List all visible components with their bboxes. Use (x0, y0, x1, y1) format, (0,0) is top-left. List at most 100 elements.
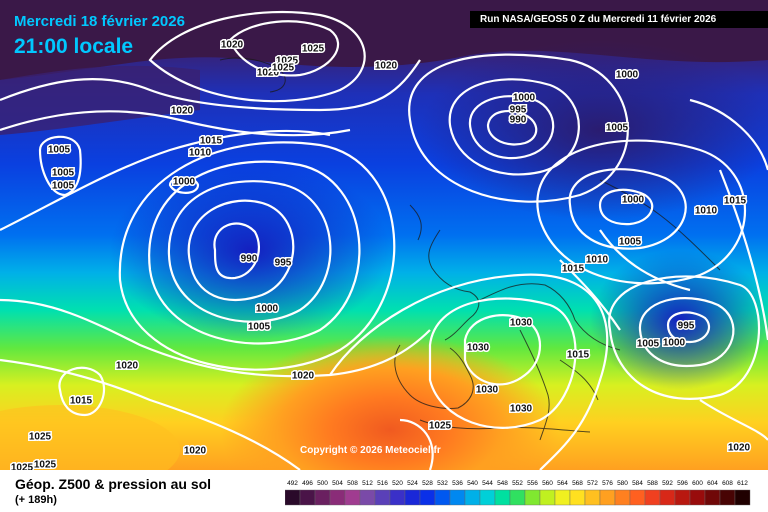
legend-tick-label: 584 (632, 480, 643, 487)
legend-swatch (689, 489, 706, 506)
isobar-label: 1025 (276, 56, 299, 67)
isobar-label: 1025 (11, 463, 34, 470)
legend-swatch (734, 489, 751, 506)
legend-tick-label: 516 (377, 480, 388, 487)
legend-tick-label: 528 (422, 480, 433, 487)
isobar-label: 1020 (221, 40, 244, 51)
legend-tick-label: 496 (302, 480, 313, 487)
isobar-label: 1015 (562, 264, 585, 275)
isobar-label: 1030 (476, 385, 499, 396)
legend-swatch (314, 489, 331, 506)
legend-swatch (374, 489, 391, 506)
legend-swatch (479, 489, 496, 506)
legend-swatch (449, 489, 466, 506)
isobar-label: 990 (241, 254, 258, 265)
isobar-label: 995 (678, 321, 695, 332)
isobar-label: 1005 (619, 237, 642, 248)
isobar-label: 1020 (171, 106, 194, 117)
legend-tick-label: 572 (587, 480, 598, 487)
isobar-label: 1010 (189, 148, 212, 159)
legend-tick-label: 520 (392, 480, 403, 487)
legend-swatch (584, 489, 601, 506)
isobar-label: 1000 (256, 304, 279, 315)
isobar-label: 1010 (586, 255, 609, 266)
legend-tick-label: 500 (317, 480, 328, 487)
legend-tick-label: 560 (542, 480, 553, 487)
legend-tick-label: 564 (557, 480, 568, 487)
isobar-label: 1025 (272, 63, 295, 74)
isobar-label: 1005 (248, 322, 271, 333)
legend-swatch (344, 489, 361, 506)
isobar-label: 1030 (510, 318, 533, 329)
isobar-label: 1025 (29, 432, 52, 443)
isobar-label: 1000 (173, 177, 196, 188)
isobars (0, 10, 768, 470)
isobar-label: 1020 (184, 446, 207, 457)
legend-swatch (359, 489, 376, 506)
legend-swatch (569, 489, 586, 506)
legend-tick-label: 596 (677, 480, 688, 487)
legend-tick-label: 536 (452, 480, 463, 487)
legend-tick-label: 568 (572, 480, 583, 487)
legend-swatch (704, 489, 721, 506)
isobar-label: 1000 (616, 70, 639, 81)
legend-swatch (539, 489, 556, 506)
legend-tick-label: 492 (287, 480, 298, 487)
legend-tick-label: 524 (407, 480, 418, 487)
isobar-label: 1005 (52, 181, 75, 192)
legend-swatch (674, 489, 691, 506)
isobar-label: 1005 (52, 168, 75, 179)
legend-tick-label: 612 (737, 480, 748, 487)
isobar-label: 1020 (375, 61, 398, 72)
isobar-label: 1015 (70, 396, 93, 407)
legend-tick-label: 608 (722, 480, 733, 487)
isobar-label: 1030 (467, 343, 490, 354)
legend-swatch (599, 489, 616, 506)
isobar-label: 1010 (695, 206, 718, 217)
legend-tick-label: 556 (527, 480, 538, 487)
forecast-date: Mercredi 18 février 2026 (14, 13, 185, 30)
color-scale-legend: 492 496 500 504 508 512 516 520 524 528 532 536 540 5… (285, 480, 751, 506)
legend-tick-label: 544 (482, 480, 493, 487)
legend-swatch (329, 489, 346, 506)
isobar-label: 995 (275, 258, 292, 269)
legend-tick-label: 512 (362, 480, 373, 487)
legend-swatch (524, 489, 541, 506)
legend-swatch (659, 489, 676, 506)
legend-swatch (299, 489, 316, 506)
legend-swatch (494, 489, 511, 506)
legend-swatch (464, 489, 481, 506)
legend-tick-label: 540 (467, 480, 478, 487)
legend-tick-label: 504 (332, 480, 343, 487)
legend-tick-label: 604 (707, 480, 718, 487)
legend-swatch (285, 489, 301, 506)
legend-tick-label: 588 (647, 480, 658, 487)
isobar-label: 1025 (34, 460, 57, 470)
isobar-label: 1030 (510, 404, 533, 415)
legend-tick-label: 576 (602, 480, 613, 487)
isobar-label: 1015 (200, 136, 223, 147)
isobar-label: 1020 (257, 68, 280, 79)
legend-tick-label: 508 (347, 480, 358, 487)
legend-swatch (509, 489, 526, 506)
isobar-label: 990 (510, 115, 527, 126)
legend-swatch (614, 489, 631, 506)
legend-tick-label: 548 (497, 480, 508, 487)
legend-tick-label: 552 (512, 480, 523, 487)
legend-tick-label: 580 (617, 480, 628, 487)
isobar-label: 1005 (606, 123, 629, 134)
isobar-label: 1025 (302, 44, 325, 55)
legend-tick-label: 600 (692, 480, 703, 487)
isobar-label: 1000 (513, 93, 536, 104)
isobar-label: 1015 (724, 196, 747, 207)
isobar-label: 1000 (663, 338, 686, 349)
forecast-lead-time: (+ 189h) (15, 494, 57, 506)
legend-swatch (719, 489, 736, 506)
model-run-label: Run NASA/GEOS5 0 Z du Mercredi 11 févrie… (470, 11, 768, 28)
isobar-label: 995 (510, 105, 527, 116)
legend-swatch (644, 489, 661, 506)
isobar-label: 1020 (728, 443, 751, 454)
isobar-label: 1025 (429, 421, 452, 432)
legend-tick-label: 532 (437, 480, 448, 487)
